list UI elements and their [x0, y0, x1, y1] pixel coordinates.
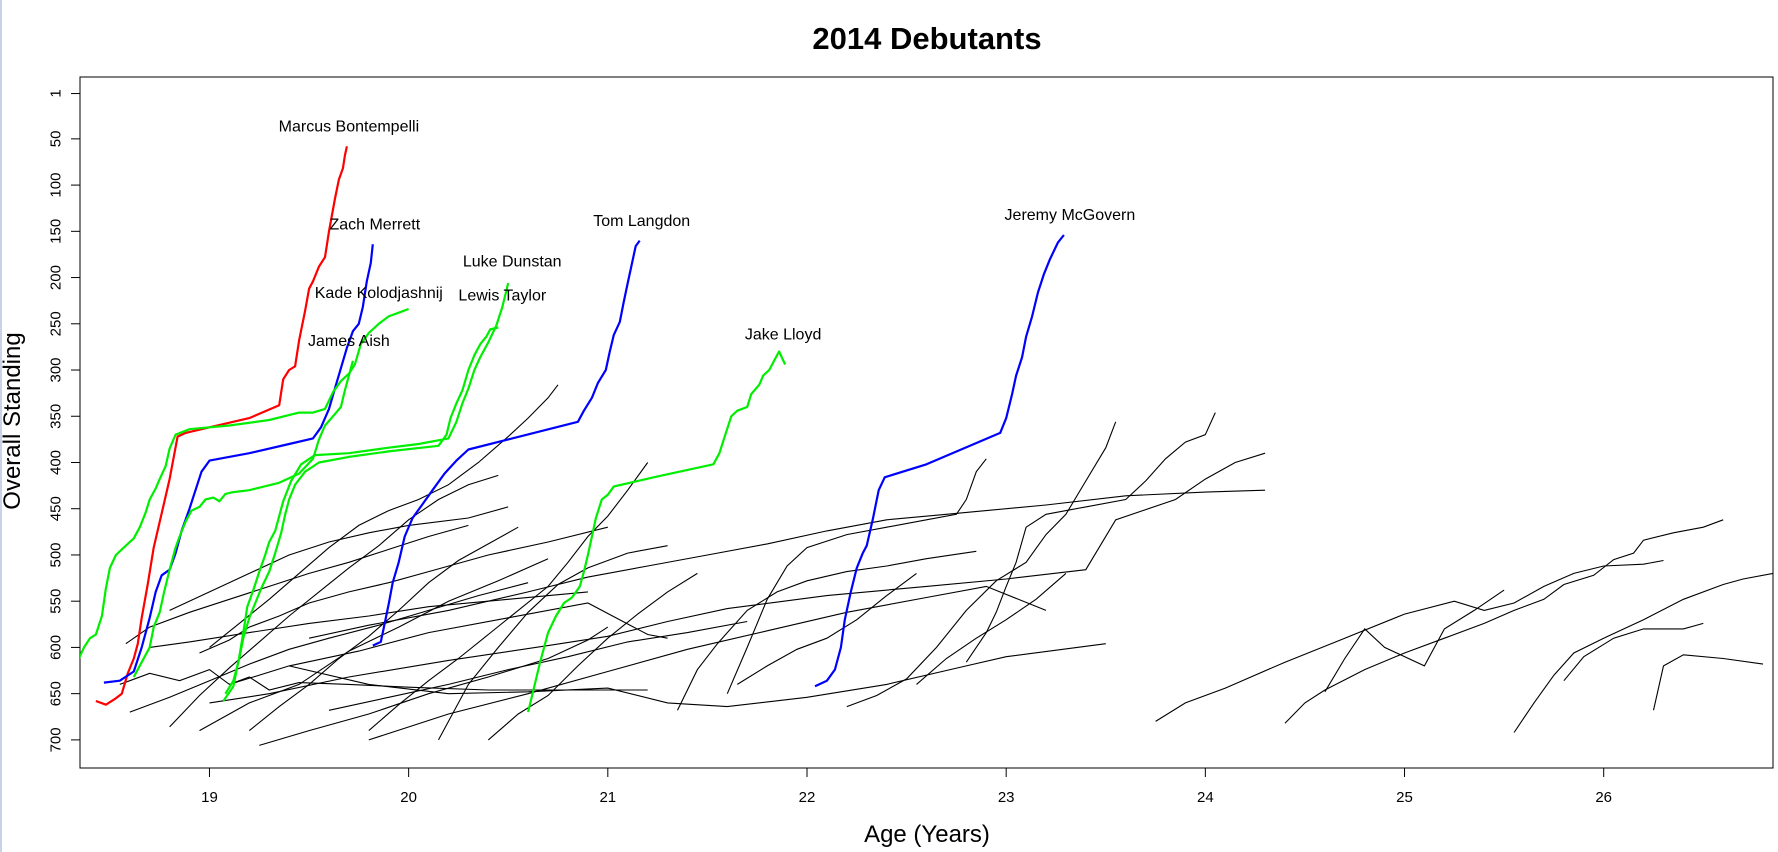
y-tick-label-150: 150 — [48, 219, 65, 244]
plot-frame — [79, 76, 1774, 769]
y-tick-label-1: 1 — [48, 89, 65, 97]
annotation-zach-merrett: Zach Merrett — [329, 217, 420, 234]
x-tick-label-20: 20 — [400, 789, 417, 806]
background-series-line-11 — [169, 506, 509, 611]
y-tick-label-400: 400 — [47, 450, 64, 475]
annotation-group: Marcus Bontempelli Zach Merrett Tom Langdo… — [279, 119, 1136, 351]
annotation-jake-lloyd: Jake Lloyd — [745, 327, 822, 344]
chart-title: 2014 Debutants — [812, 21, 1041, 56]
y-axis-label: Overall Standing — [0, 332, 26, 509]
annotation-tom-langdon: Tom Langdon — [593, 213, 690, 230]
background-series-line-15 — [846, 421, 1117, 708]
background-series-line-16 — [965, 412, 1216, 663]
background-series-line-14 — [726, 458, 987, 694]
y-tick-label-350: 350 — [47, 404, 64, 429]
series-line-tom-langdon — [372, 239, 641, 647]
y-tick-label-550: 550 — [47, 589, 64, 614]
annotation-kade-kolodjashnij: Kade Kolodjashnij — [315, 285, 443, 302]
y-tick-label-650: 650 — [47, 681, 64, 706]
background-series-line-3 — [129, 582, 529, 713]
background-series-line-18 — [1513, 572, 1773, 733]
background-series-line-27 — [368, 462, 649, 732]
background-series-line-29 — [169, 474, 499, 728]
x-tick-label-25: 25 — [1396, 789, 1413, 806]
y-tick-label-500: 500 — [47, 542, 64, 567]
annotation-james-aish: James Aish — [308, 333, 390, 350]
x-tick-label-26: 26 — [1595, 789, 1612, 806]
background-series-line-7 — [229, 602, 668, 685]
series-line-zach-merrett — [103, 244, 374, 684]
background-series-line-4 — [259, 626, 609, 746]
series-line-james-aish — [132, 360, 354, 678]
y-tick-label-700: 700 — [47, 727, 64, 752]
background-series-line-12 — [199, 558, 549, 732]
background-series-line-33 — [916, 572, 1067, 685]
annotation-jeremy-mcgovern: Jeremy McGovern — [1005, 207, 1136, 224]
y-tick-label-450: 450 — [48, 496, 65, 521]
background-series-line-9 — [438, 545, 668, 741]
x-tick-label-24: 24 — [1197, 789, 1214, 806]
background-series-group — [119, 384, 1773, 746]
annotation-marcus-bontempelli: Marcus Bontempelli — [279, 119, 420, 136]
y-tick-label-250: 250 — [47, 311, 64, 336]
y-tick-label-300: 300 — [48, 357, 65, 382]
background-series-line-17 — [1284, 519, 1724, 724]
series-line-lewis-taylor — [224, 326, 499, 695]
x-axis-label: Age (Years) — [864, 821, 990, 848]
background-series-line-23 — [308, 489, 1266, 639]
background-series-line-28 — [487, 572, 698, 741]
x-tick-label-21: 21 — [599, 789, 616, 806]
background-series-line-31 — [1155, 559, 1664, 722]
y-tick-label-600: 600 — [48, 635, 65, 660]
background-series-line-19 — [1563, 622, 1704, 682]
series-line-jake-lloyd — [527, 350, 787, 713]
background-series-line-32 — [1324, 589, 1505, 693]
series-line-jeremy-mcgovern — [814, 234, 1065, 688]
y-tick-label-200: 200 — [47, 265, 64, 290]
background-series-line-10 — [368, 585, 1047, 741]
x-axis: 19 20 21 22 23 24 25 26 — [201, 768, 1612, 806]
y-tick-label-50: 50 — [47, 131, 64, 148]
background-series-line-20 — [1652, 654, 1764, 711]
y-axis: 1501001502002503003504004505005506006507… — [47, 89, 80, 752]
background-series-line-25 — [125, 524, 469, 645]
background-series-line-5 — [209, 452, 1266, 704]
background-series-line-26 — [209, 384, 559, 648]
background-series-line-34 — [737, 572, 917, 685]
x-tick-label-22: 22 — [799, 789, 816, 806]
x-tick-label-23: 23 — [998, 789, 1015, 806]
background-series-line-6 — [149, 591, 588, 648]
x-tick-label-19: 19 — [201, 789, 218, 806]
series-line-luke-dunstan — [222, 282, 510, 702]
background-series-line-24 — [328, 620, 748, 711]
annotation-luke-dunstan: Luke Dunstan — [463, 254, 562, 271]
annotation-lewis-taylor: Lewis Taylor — [458, 288, 546, 305]
highlighted-series-group — [80, 146, 1065, 713]
window-edge — [0, 0, 2, 852]
background-series-line-13 — [677, 550, 977, 711]
y-tick-label-100: 100 — [47, 173, 64, 198]
series-line-kade-kolodjashnij — [80, 307, 409, 659]
background-series-line-1 — [119, 668, 648, 691]
background-series-line-8 — [288, 643, 1106, 708]
series-line-marcus-bontempelli — [95, 146, 348, 706]
